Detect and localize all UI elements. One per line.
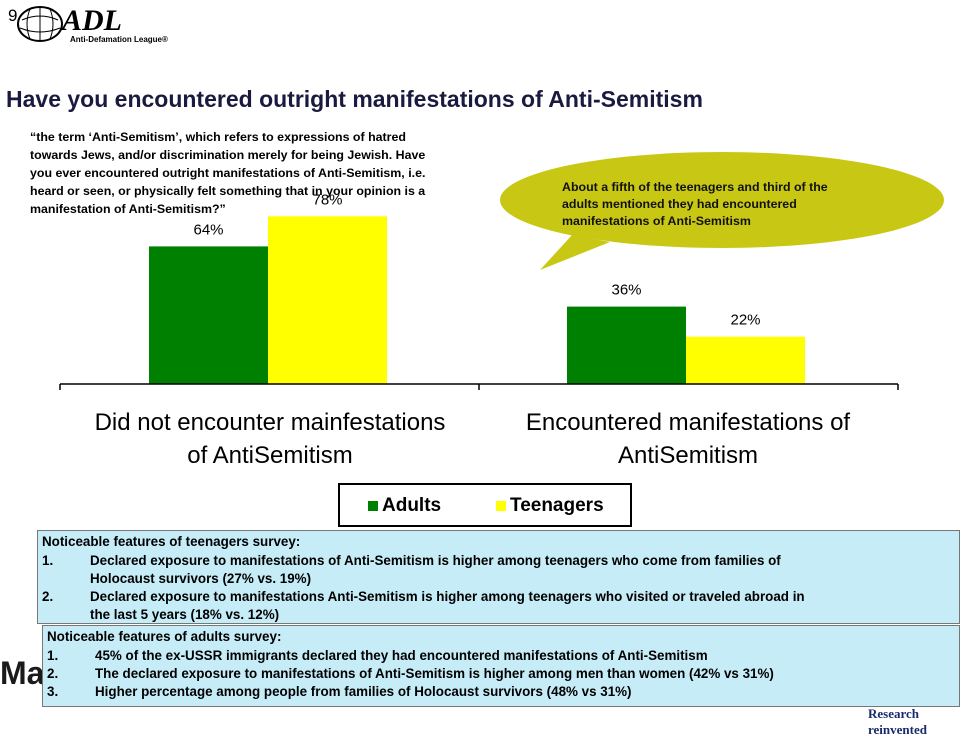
question-line: you ever encountered outright manifestat… <box>30 166 426 180</box>
adl-logo: ADL Anti-Defamation League® <box>17 4 168 44</box>
question-line: towards Jews, and/or discrimination mere… <box>30 148 426 162</box>
list-text: Declared exposure to manifestations Anti… <box>90 589 805 604</box>
list-number: 2. <box>42 589 54 604</box>
bar-chart: 64% 36% 78% 22% Did not encounter mainfestat… <box>59 191 899 469</box>
list-item: 1. Declared exposure to manifestations o… <box>42 552 805 588</box>
category-label: Encountered manifestations of <box>526 409 851 436</box>
data-label: 36% <box>611 282 641 299</box>
slide-number: 9 <box>8 6 18 25</box>
feature-list: 1. 45% of the ex-USSR immigrants declare… <box>47 647 774 701</box>
list-item: 1. 45% of the ex-USSR immigrants declare… <box>47 647 774 665</box>
list-text: the last 5 years (18% vs. 12%) <box>90 607 280 622</box>
feature-list: 1. Declared exposure to manifestations o… <box>42 552 805 624</box>
legend-label: Adults <box>382 495 442 516</box>
list-number: 3. <box>47 684 59 699</box>
footer-tagline: Research reinvented <box>868 706 927 737</box>
list-text: Holocaust survivors (27% vs. 19%) <box>90 571 312 586</box>
legend-item-teenagers: Teenagers <box>496 495 604 517</box>
legend-swatch <box>368 501 378 511</box>
list-text: 45% of the ex-USSR immigrants declared t… <box>95 648 708 663</box>
question-line: “the term ‘Anti-Semitism’, which refers … <box>30 130 406 144</box>
data-label: 64% <box>193 221 223 238</box>
list-text: The declared exposure to manifestations … <box>95 666 774 681</box>
list-number: 1. <box>47 648 59 663</box>
legend-label: Teenagers <box>510 495 604 516</box>
data-label: 22% <box>730 312 760 329</box>
list-number: 1. <box>42 553 54 568</box>
box-heading: Noticeable features of adults survey: <box>47 629 282 644</box>
data-label: 78% <box>312 191 342 208</box>
callout-bubble <box>500 152 944 270</box>
list-item: 3. Higher percentage among people from f… <box>47 683 774 701</box>
list-item: 2. Declared exposure to manifestations A… <box>42 588 805 624</box>
chart-legend: Adults Teenagers <box>338 483 632 527</box>
question-line: manifestation of Anti-Semitism?” <box>30 202 226 216</box>
list-text: Declared exposure to manifestations of A… <box>90 553 781 568</box>
page-title: Have you encountered outright manifestat… <box>6 86 703 112</box>
question-line: heard or seen, or physically felt someth… <box>30 184 426 198</box>
list-item: 2. The declared exposure to manifestatio… <box>47 665 774 683</box>
legend-item-adults: Adults <box>368 495 441 517</box>
bar-teenagers-0 <box>268 216 387 384</box>
adults-features-box: Noticeable features of adults survey: 1.… <box>42 625 960 707</box>
box-heading: Noticeable features of teenagers survey: <box>42 534 301 549</box>
bar-adults-1 <box>567 306 686 384</box>
legend-swatch <box>496 501 506 511</box>
bar-teenagers-1 <box>686 336 805 384</box>
category-label: of AntiSemitism <box>187 442 352 469</box>
teenagers-features-box: Noticeable features of teenagers survey:… <box>37 530 960 624</box>
logo-subtitle: Anti-Defamation League® <box>70 35 168 44</box>
category-label: AntiSemitism <box>618 442 758 469</box>
survey-question: “the term ‘Anti-Semitism’, which refers … <box>30 128 500 218</box>
list-text: Higher percentage among people from fami… <box>95 684 632 699</box>
bar-adults-0 <box>149 246 268 384</box>
logo-text: ADL <box>60 4 122 37</box>
category-label: Did not encounter mainfestations <box>95 409 446 436</box>
list-number: 2. <box>47 666 59 681</box>
callout-text: About a fifth of the teenagers and third… <box>562 180 828 228</box>
